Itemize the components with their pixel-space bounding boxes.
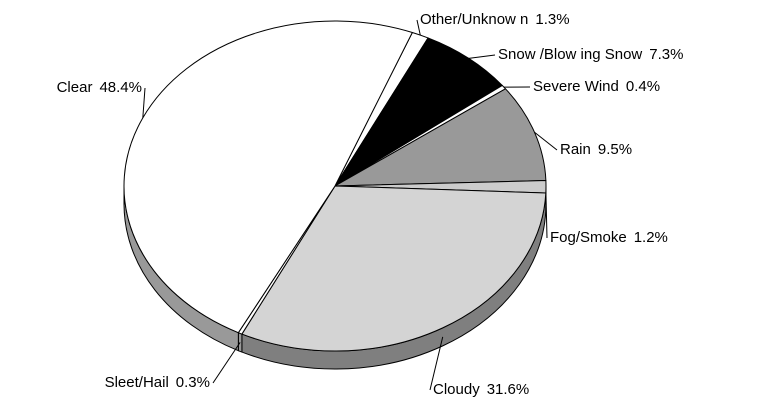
leader-line (212, 342, 241, 384)
slice-label: Fog/Smoke 1.2% (550, 229, 668, 246)
value-label: 7.3% (649, 46, 683, 63)
category-label: Severe Wind (533, 78, 619, 95)
category-label: Rain (560, 141, 591, 158)
leader-line (142, 87, 146, 118)
slice-label: Other/Unknow n 1.3% (420, 11, 570, 28)
slice-label: Cloudy 31.6% (433, 381, 529, 398)
leader-line (429, 336, 444, 391)
slice-label: Clear 48.4% (57, 79, 142, 96)
value-label: 31.6% (487, 381, 530, 398)
slice-side (237, 332, 243, 353)
slice (241, 185, 547, 352)
value-label: 1.3% (535, 11, 569, 28)
leader-line (534, 131, 558, 151)
slice-label: Rain 9.5% (560, 141, 632, 158)
category-label: Sleet/Hail (105, 374, 169, 391)
value-label: 1.2% (634, 229, 668, 246)
category-label: Clear (57, 79, 93, 96)
value-label: 0.3% (176, 374, 210, 391)
value-label: 48.4% (99, 79, 142, 96)
category-label: Cloudy (433, 381, 480, 398)
leader-line (468, 54, 496, 59)
value-label: 9.5% (598, 141, 632, 158)
leader-line (545, 195, 548, 239)
slice-label: Sleet/Hail 0.3% (105, 374, 210, 391)
category-label: Snow /Blow ing Snow (498, 46, 642, 63)
category-label: Other/Unknow n (420, 11, 528, 28)
slice-label: Snow /Blow ing Snow 7.3% (498, 46, 683, 63)
slice (334, 88, 547, 187)
slice-label: Severe Wind 0.4% (533, 78, 660, 95)
leader-line (416, 19, 421, 36)
value-label: 0.4% (626, 78, 660, 95)
category-label: Fog/Smoke (550, 229, 627, 246)
